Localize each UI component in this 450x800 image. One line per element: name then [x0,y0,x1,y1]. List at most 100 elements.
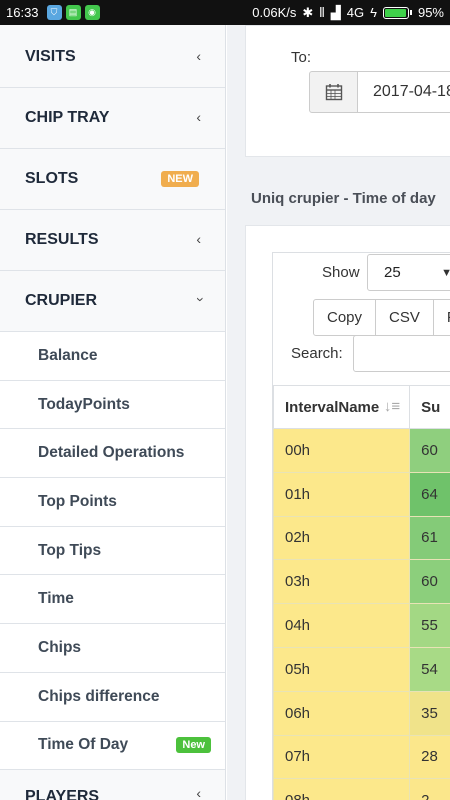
interval-cell: 00h [273,428,411,473]
battery-percent: 95% [417,5,444,20]
column-header-sum[interactable]: Su [409,385,450,429]
vibrate-icon: ⫴ [319,4,325,20]
table-card: Show 25 ▼ Copy CSV P Search: IntervalNam… [245,225,450,800]
interval-cell: 02h [273,515,411,561]
column-header-label: Su [421,398,441,416]
calendar-icon[interactable] [309,71,358,113]
to-label: To: [291,49,312,66]
submenu-item-todaypoints[interactable]: TodayPoints [0,381,225,430]
sidebar-item-chip-tray[interactable]: CHIP TRAY ‹ [0,88,225,149]
table-header-row: IntervalName ↓≡ Su [273,385,450,429]
date-filter-card: To: 2017-04-18 00:00 [245,25,450,157]
interval-cell: 04h [273,603,411,648]
data-table: IntervalName ↓≡ Su 00h 60 01h 64 02h 61 03h 60 0… [273,385,450,800]
table-row: 01h 64 [273,471,450,517]
battery-icon [382,6,412,19]
value-cell: 64 [409,471,450,517]
submenu-item-time-of-day[interactable]: Time Of Day New [0,722,225,771]
chevron-left-icon: ‹ [196,785,201,800]
search-input[interactable] [353,335,450,372]
vpn-icon: ⛉ [46,5,62,20]
chevron-left-icon: ‹ [196,109,201,126]
value-cell: 61 [409,515,450,561]
date-to-input[interactable]: 2017-04-18 00:00 [358,71,450,113]
export-buttons: Copy CSV P [313,299,450,336]
bluetooth-icon: ✱ [302,4,314,20]
interval-cell: 01h [273,471,411,517]
chevron-left-icon: ‹ [196,48,201,65]
submenu-item-detailed-operations[interactable]: Detailed Operations [0,429,225,479]
submenu-item-label: Time Of Day [38,736,129,754]
table-row: 00h 60 [273,428,450,473]
main-content: To: 2017-04-18 00:00 Uniq crupier - Time… [227,25,450,800]
sidebar-item-label: PLAYERS [25,788,100,800]
crupier-submenu: Balance TodayPoints Detailed Operations … [0,332,225,771]
new-badge: NEW [161,171,199,187]
sidebar-item-crupier[interactable]: CRUPIER ‹ [0,271,225,332]
value-cell: 54 [409,646,450,692]
submenu-item-label: Chips difference [38,687,160,705]
table-row: 08h2 [273,778,450,800]
table-row: 04h 55 [273,603,450,648]
submenu-item-balance[interactable]: Balance [0,332,225,381]
value-cell: 60 [409,559,450,605]
interval-cell: 05h [273,646,411,692]
section-title: Uniq crupier - Time of day [251,190,436,207]
value-cell: 35 [409,690,450,736]
search-label: Search: [291,345,343,362]
signal-icon: ▟ [330,4,341,20]
interval-cell: 06h [273,690,411,736]
network-speed: 0.06K/s [252,5,297,20]
chevron-down-icon: ‹ [190,297,207,302]
table-row: 07h 28 [273,734,450,780]
submenu-item-chips-difference[interactable]: Chips difference [0,673,225,722]
status-time: 16:33 [6,5,39,20]
page-size-select[interactable]: 25 ▼ [367,254,450,291]
status-bar: 16:33 ⛉ ▤ ◉ 0.06K/s ✱ ⫴ ▟ 4G ϟ 95% [0,0,450,25]
sidebar-item-label: SLOTS [25,170,79,187]
network-type: 4G [346,5,365,20]
value-cell: 60 [409,428,450,473]
charging-icon: ϟ [370,5,377,20]
table-row: 06h 35 [273,690,450,736]
table-row: 02h 61 [273,515,450,561]
copy-button[interactable]: Copy [313,299,377,336]
submenu-item-time[interactable]: Time [0,575,225,625]
submenu-item-top-tips[interactable]: Top Tips [0,527,225,576]
sort-desc-icon: ↓≡ [383,398,401,415]
value-cell: 55 [409,603,450,648]
android-icon: ◉ [84,5,100,20]
show-label: Show [322,264,360,281]
chevron-left-icon: ‹ [196,231,201,248]
chevron-down-icon: ▼ [441,267,450,279]
sidebar-item-slots[interactable]: SLOTS NEW [0,149,225,210]
submenu-item-label: Top Points [38,492,117,510]
sidebar-item-label: RESULTS [25,231,99,248]
sidebar-item-label: CHIP TRAY [25,109,110,126]
column-header-label: IntervalName [285,398,380,416]
submenu-item-label: Balance [38,346,98,364]
value-cell: 28 [409,734,450,780]
sidebar-item-label: VISITS [25,48,76,65]
submenu-item-chips[interactable]: Chips [0,624,225,673]
value-cell: 2 [409,778,450,800]
sidebar-item-label: CRUPIER [25,292,98,309]
table-row: 03h 60 [273,559,450,605]
interval-cell: 08h [273,778,411,800]
interval-cell: 07h [273,734,411,780]
interval-cell: 03h [273,559,411,605]
submenu-item-top-points[interactable]: Top Points [0,478,225,527]
submenu-item-label: Top Tips [38,541,102,559]
column-header-intervalname[interactable]: IntervalName ↓≡ [273,385,411,429]
page-size-value: 25 [384,264,401,281]
submenu-item-label: Time [38,590,74,608]
table-row: 05h 54 [273,646,450,692]
sidebar-item-players[interactable]: PLAYERS ‹ [0,770,225,800]
submenu-item-label: Chips [38,638,82,656]
pdf-button[interactable]: P [432,299,450,336]
csv-button[interactable]: CSV [375,299,434,336]
sidebar-item-results[interactable]: RESULTS ‹ [0,210,225,271]
date-input-group: 2017-04-18 00:00 [309,71,450,113]
submenu-item-label: TodayPoints [38,395,130,413]
sidebar-item-visits[interactable]: VISITS ‹ [0,27,225,88]
